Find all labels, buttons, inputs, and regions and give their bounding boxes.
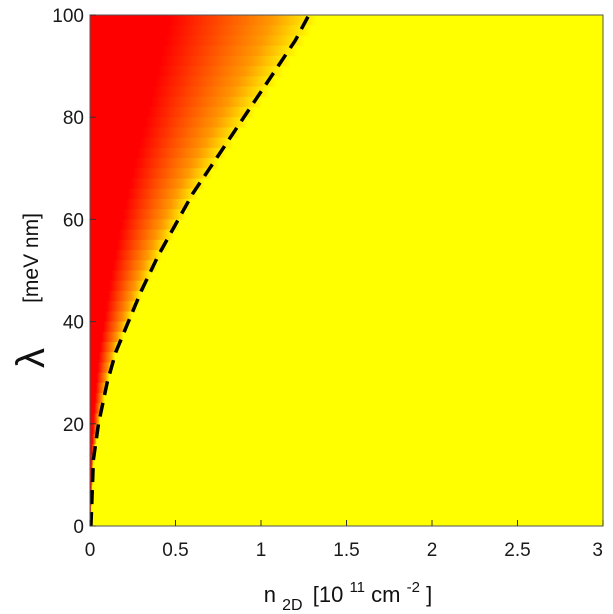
- heatmap-cell-strip: [90, 403, 104, 415]
- x-tick-label: 3: [592, 540, 603, 561]
- heatmap-cell-strip: [90, 321, 130, 333]
- heatmap-cell-strip: [90, 280, 148, 292]
- x-axis-label-exponent: 11: [349, 579, 365, 596]
- heatmap-cell-strip: [90, 290, 143, 302]
- heatmap-cell-strip: [90, 127, 242, 139]
- heatmap-cell-strip: [90, 382, 108, 394]
- heatmap-cell-strip: [90, 239, 169, 251]
- y-axis-label: λ [meV nm]: [9, 213, 53, 368]
- heatmap-cell-strip: [90, 66, 285, 77]
- heatmap-cell-strip: [90, 178, 206, 190]
- heatmap-cell-strip: [90, 45, 300, 57]
- heatmap-cell-strip: [90, 311, 134, 323]
- heatmap-cell-strip: [90, 76, 278, 88]
- y-axis-label-symbol: λ: [9, 348, 53, 368]
- x-axis-ticks: 0 0.5 1 1.5 2 2.5 3: [85, 520, 604, 561]
- y-tick-label: 0: [73, 517, 84, 538]
- y-axis-label-units: [meV nm]: [20, 213, 43, 303]
- x-axis-label-base: n: [264, 582, 276, 607]
- x-axis-label-subscript: 2D: [282, 597, 302, 614]
- x-axis-label-units: [10: [313, 582, 344, 607]
- heatmap-cell-strip: [90, 158, 221, 169]
- x-tick-label: 0: [85, 540, 96, 561]
- heatmap-cell-strip: [90, 413, 102, 425]
- heatmap-gradient-layer: [90, 15, 318, 526]
- heatmap-cell-strip: [90, 423, 100, 435]
- heatmap-cell-strip: [90, 270, 153, 282]
- x-axis-label-units-mid: cm: [371, 582, 400, 607]
- heatmap-cell-strip: [90, 96, 264, 108]
- x-axis-label-exponent-2: -2: [407, 579, 420, 596]
- x-tick-label: 2: [427, 540, 438, 561]
- x-tick-label: 2.5: [504, 540, 530, 561]
- heatmap-cell-strip: [90, 301, 139, 312]
- heatmap-cell-strip: [90, 86, 271, 98]
- heatmap-cell-strip: [90, 393, 106, 404]
- y-tick-label: 100: [52, 6, 84, 27]
- heatmap-cell-strip: [90, 15, 318, 26]
- x-tick-label: 0.5: [162, 540, 188, 561]
- x-axis-label: n 2D [10 11 cm -2 ]: [264, 572, 432, 614]
- heatmap-cell-strip: [90, 342, 121, 353]
- heatmap-cell-strip: [90, 35, 307, 47]
- heatmap-cell-strip: [90, 362, 114, 374]
- y-axis-ticks: 0 20 40 60 80 100: [52, 6, 96, 538]
- heatmap-cell-strip: [90, 25, 313, 37]
- dashed-boundary-curve: [90, 15, 311, 526]
- y-tick-label: 40: [63, 313, 84, 334]
- heatmap-cell-strip: [90, 505, 93, 517]
- heatmap-cell-strip: [90, 147, 228, 159]
- y-tick-label: 80: [63, 108, 84, 129]
- y-tick-label: 60: [63, 210, 84, 231]
- heatmap-cell-strip: [90, 209, 187, 220]
- heatmap-cell-strip: [90, 117, 249, 129]
- heatmap-cell-strip: [90, 188, 199, 200]
- x-tick-label: 1: [256, 540, 267, 561]
- heatmap-cell-strip: [90, 106, 257, 118]
- heatmap-cell-strip: [90, 434, 98, 445]
- y-tick-label: 20: [63, 415, 84, 436]
- x-tick-label: 1.5: [333, 540, 359, 561]
- heatmap-cell-strip: [90, 260, 158, 272]
- x-axis-label-units-end: ]: [426, 582, 432, 607]
- heatmap-cell-strip: [90, 331, 125, 343]
- heatmap-cell-strip: [90, 198, 193, 210]
- heatmap-cell-strip: [90, 250, 163, 261]
- heatmap-cell-strip: [90, 372, 111, 384]
- heatmap-cell-strip: [90, 352, 117, 364]
- heatmap-cell-strip: [90, 168, 214, 180]
- heatmap-cell-strip: [90, 55, 293, 67]
- heatmap-cell-strip: [90, 219, 181, 231]
- heatmap-cell-strip: [90, 137, 235, 149]
- heatmap-cell-strip: [90, 229, 175, 241]
